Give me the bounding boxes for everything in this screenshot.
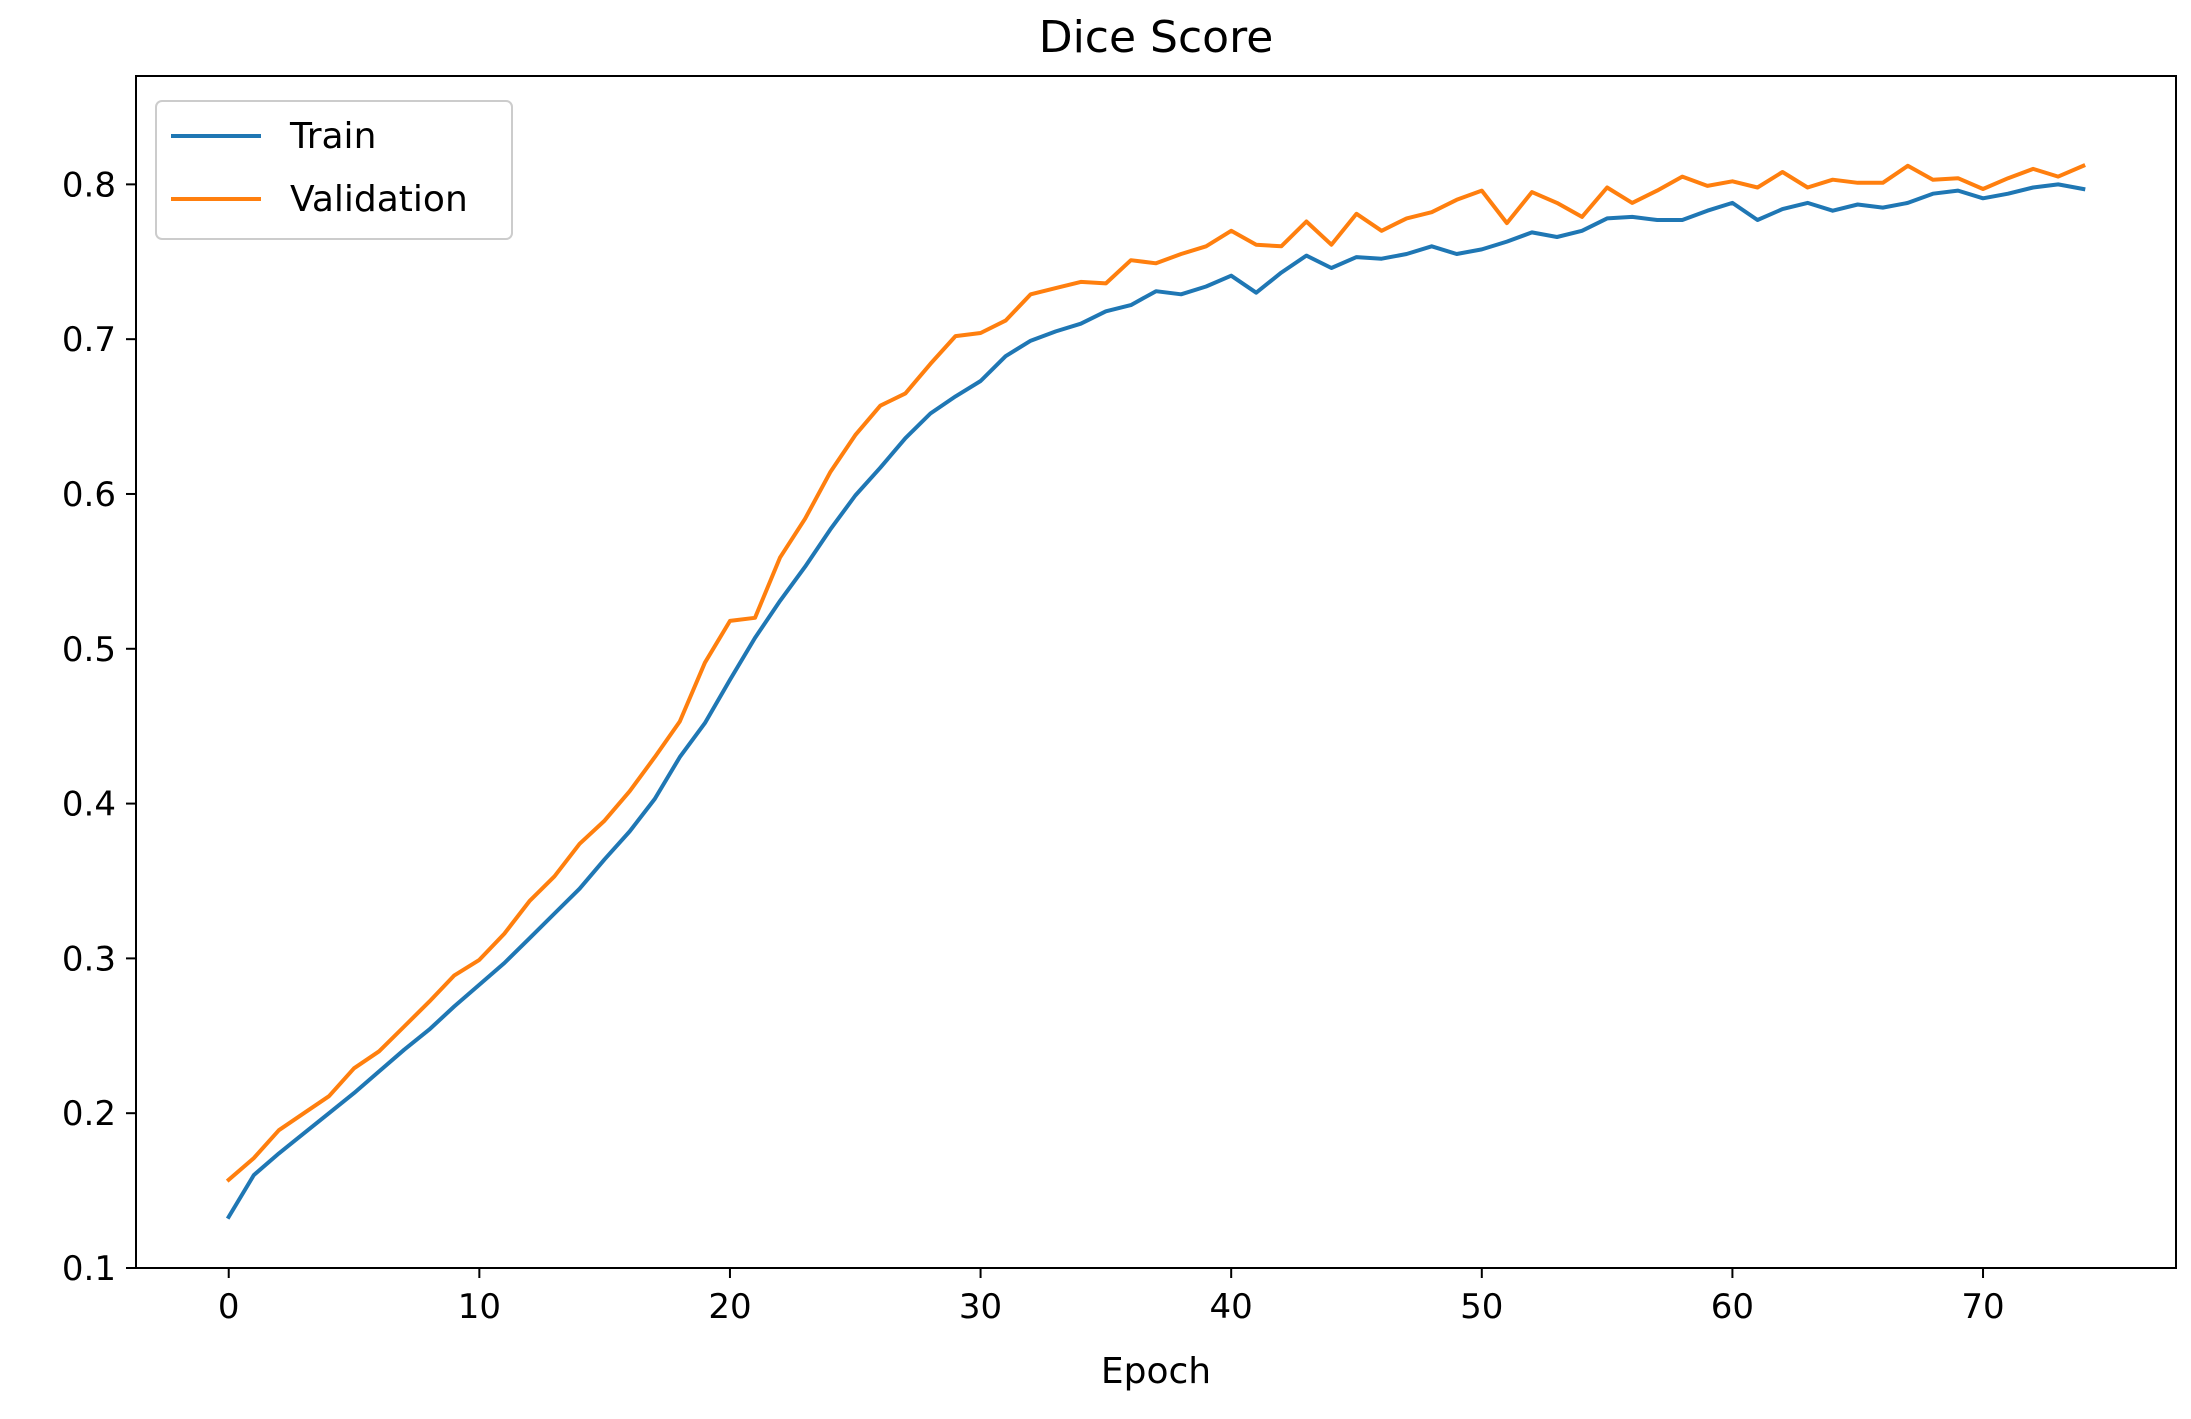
- y-tick-label: 0.8: [62, 165, 116, 205]
- y-tick-label: 0.2: [62, 1094, 116, 1134]
- y-tick-label: 0.5: [62, 630, 116, 670]
- y-axis: 0.1 0.2 0.3 0.4 0.5 0.6 0.7 0.8: [62, 165, 136, 1289]
- y-tick-label: 0.1: [62, 1249, 116, 1289]
- series-line-train: [225, 182, 2086, 1220]
- x-axis: 0 10 20 30 40 50 60 70: [218, 1268, 2005, 1327]
- y-tick-label: 0.6: [62, 475, 116, 515]
- series-line-validation: [225, 163, 2086, 1183]
- x-tick-label: 0: [218, 1287, 240, 1327]
- x-tick-label: 40: [1210, 1287, 1253, 1327]
- plot-frame: [135, 75, 2177, 1269]
- y-tick-label: 0.3: [62, 939, 116, 979]
- x-tick-label: 60: [1711, 1287, 1754, 1327]
- y-tick-label: 0.4: [62, 785, 116, 825]
- x-tick-label: 10: [458, 1287, 501, 1327]
- x-tick-label: 50: [1460, 1287, 1503, 1327]
- x-tick-label: 30: [959, 1287, 1002, 1327]
- legend-label-train: Train: [289, 116, 376, 157]
- legend-label-validation: Validation: [290, 179, 468, 220]
- series-layer: [225, 163, 2086, 1220]
- legend: Train Validation: [155, 100, 513, 240]
- x-tick-label: 20: [708, 1287, 751, 1327]
- x-axis-label: Epoch: [1101, 1351, 1211, 1392]
- x-tick-label: 70: [1961, 1287, 2004, 1327]
- y-tick-label: 0.7: [62, 320, 116, 360]
- chart-title: Dice Score: [1039, 12, 1274, 63]
